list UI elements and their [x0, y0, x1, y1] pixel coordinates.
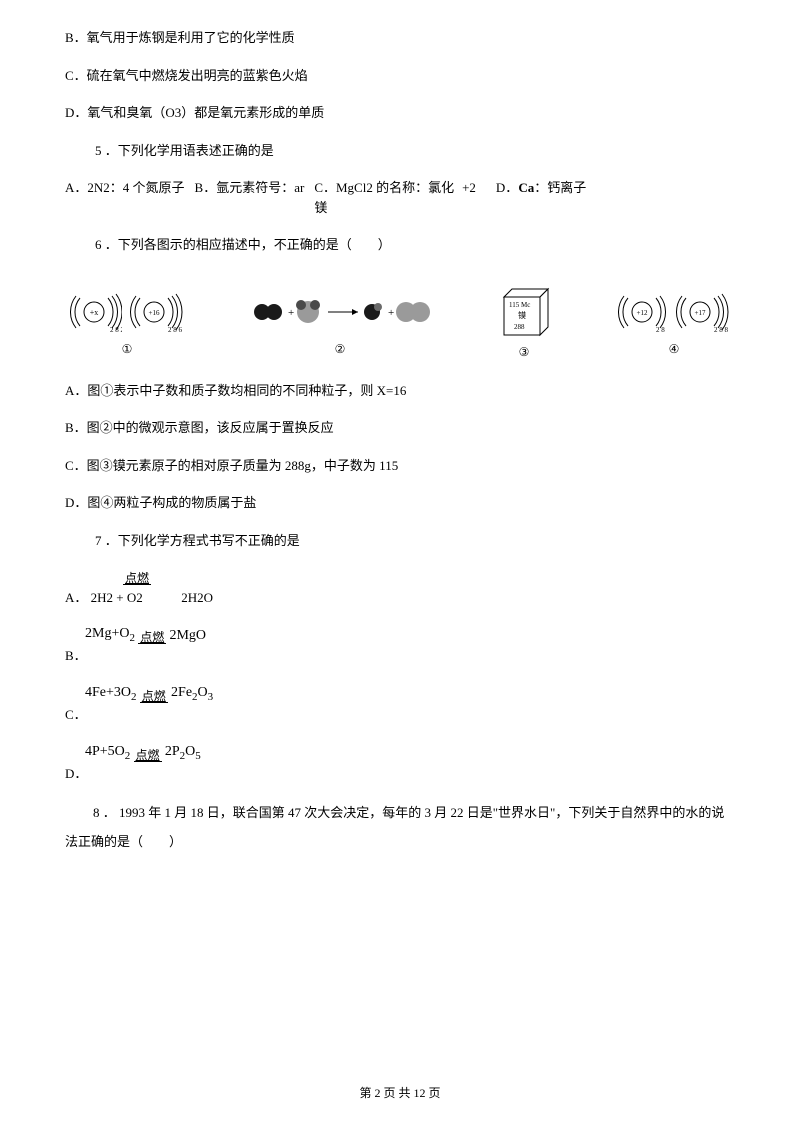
circled-4: ④	[669, 340, 680, 358]
q5-opt-c: C．MgCl2 的名称：氯化 镁	[314, 178, 454, 217]
svg-text:2 8: 2 8	[656, 326, 665, 334]
q7-d-right: 2P2O5	[165, 741, 201, 764]
q6-stem: 6 ．下列各图示的相应描述中，不正确的是（ ）	[65, 235, 735, 255]
svg-text:2 8 6: 2 8 6	[168, 326, 183, 334]
q6-opt-b: B．图②中的微观示意图，该反应属于置换反应	[65, 418, 735, 438]
q7-c-label: C．	[65, 705, 87, 725]
q7-a-right: 2H2O	[181, 590, 213, 605]
q7-b-right: 2MgO	[169, 625, 206, 646]
q6-opt-a: A．图①表示中子数和质子数均相同的不同种粒子，则 X=16	[65, 381, 735, 401]
svg-text:+16: +16	[149, 309, 160, 317]
circled-3: ③	[519, 343, 530, 361]
prev-option-c: C．硫在氧气中燃烧发出明亮的蓝紫色火焰	[65, 66, 735, 86]
svg-text:+12: +12	[637, 309, 648, 317]
q7-a-left: 2H2 + O2	[91, 590, 143, 605]
q5-d-pre: D．	[496, 180, 518, 195]
q7-c-left: 4Fe+3O2	[85, 682, 137, 705]
q5-stem: 5 ．下列化学用语表述正确的是	[65, 141, 735, 161]
condition-icon: 点燃	[123, 572, 151, 585]
svg-text:288: 288	[514, 323, 525, 331]
q7-c-right: 2Fe2O3	[171, 682, 213, 705]
q5-options: A．2N2：4 个氮原子 B．氩元素符号：ar C．MgCl2 的名称：氯化 镁…	[65, 178, 735, 217]
condition-icon: 点燃	[140, 690, 168, 703]
diagram-group-2: + + ②	[250, 288, 430, 358]
q7-stem: 7 ．下列化学方程式书写不正确的是	[65, 531, 735, 551]
reaction-icon: + +	[250, 288, 430, 336]
q7-opt-a: 点燃 A． 2H2 + O2 2H2O	[65, 568, 735, 607]
q5-c-line1: C．MgCl2 的名称：氯化	[314, 180, 454, 195]
prev-option-d: D．氧气和臭氧（O3）都是氧元素形成的单质	[65, 103, 735, 123]
q7-a-label: A．	[65, 588, 87, 608]
diagram-group-1: +x 2 8 2 +16 2 8 6 ①	[70, 288, 184, 358]
svg-text:镆: 镆	[518, 310, 526, 320]
q7-d-label: D．	[65, 764, 87, 784]
page-footer: 第 2 页 共 12 页	[0, 1084, 800, 1102]
q5-opt-d: D．Ca：钙离子	[496, 178, 586, 198]
prev-option-b: B．氧气用于炼钢是利用了它的化学性质	[65, 28, 735, 48]
q7-opt-d: 4P+5O2 点燃 2P2O5 D．	[65, 741, 735, 784]
q6-opt-d: D．图④两粒子构成的物质属于盐	[65, 493, 735, 513]
svg-text:+17: +17	[695, 309, 706, 317]
q8-stem: 8 ． 1993 年 1 月 18 日，联合国第 47 次大会决定，每年的 3 …	[65, 799, 735, 856]
condition-icon: 点燃	[138, 631, 166, 644]
q5-c-line2: 镁	[314, 198, 454, 218]
svg-text:+: +	[388, 307, 394, 319]
diagram-group-3: 115 Mc 镆 288 ③	[496, 285, 552, 361]
circled-1: ①	[122, 340, 133, 358]
q5-d-post: ：钙离子	[534, 180, 586, 195]
atom-16-icon: +16 2 8 6	[128, 288, 184, 336]
svg-text:115 Mc: 115 Mc	[509, 301, 530, 309]
q7-opt-c: 4Fe+3O2 点燃 2Fe2O3 C．	[65, 682, 735, 725]
q5-d-bold: Ca	[518, 180, 534, 195]
q5-opt-b: B．氩元素符号：ar	[195, 178, 305, 198]
q5-opt-a: A．2N2：4 个氮原子	[65, 178, 185, 198]
svg-text:2 8 8: 2 8 8	[714, 326, 729, 334]
svg-text:2 8 2: 2 8 2	[110, 326, 122, 334]
q7-b-label: B．	[65, 646, 87, 666]
q7-d-left: 4P+5O2	[85, 741, 130, 764]
q7-opt-b: 2Mg+O2 点燃 2MgO B．	[65, 623, 735, 666]
q7-b-left: 2Mg+O2	[85, 623, 135, 646]
q5-c-superscript: +2	[462, 178, 476, 198]
svg-text:+x: +x	[90, 308, 99, 317]
element-cube-icon: 115 Mc 镆 288	[496, 285, 552, 339]
circled-2: ②	[335, 340, 346, 358]
diagram-group-4: +12 2 8 +17 2 8 8 ④	[618, 288, 730, 358]
svg-text:+: +	[288, 307, 294, 319]
atom-x-icon: +x 2 8 2	[70, 288, 122, 336]
q6-opt-c: C．图③镆元素原子的相对原子质量为 288g，中子数为 115	[65, 456, 735, 476]
atom-12-icon: +12 2 8	[618, 288, 668, 336]
atom-17-icon: +17 2 8 8	[674, 288, 730, 336]
q6-diagram: +x 2 8 2 +16 2 8 6 ① +	[65, 285, 735, 361]
condition-icon: 点燃	[134, 749, 162, 762]
